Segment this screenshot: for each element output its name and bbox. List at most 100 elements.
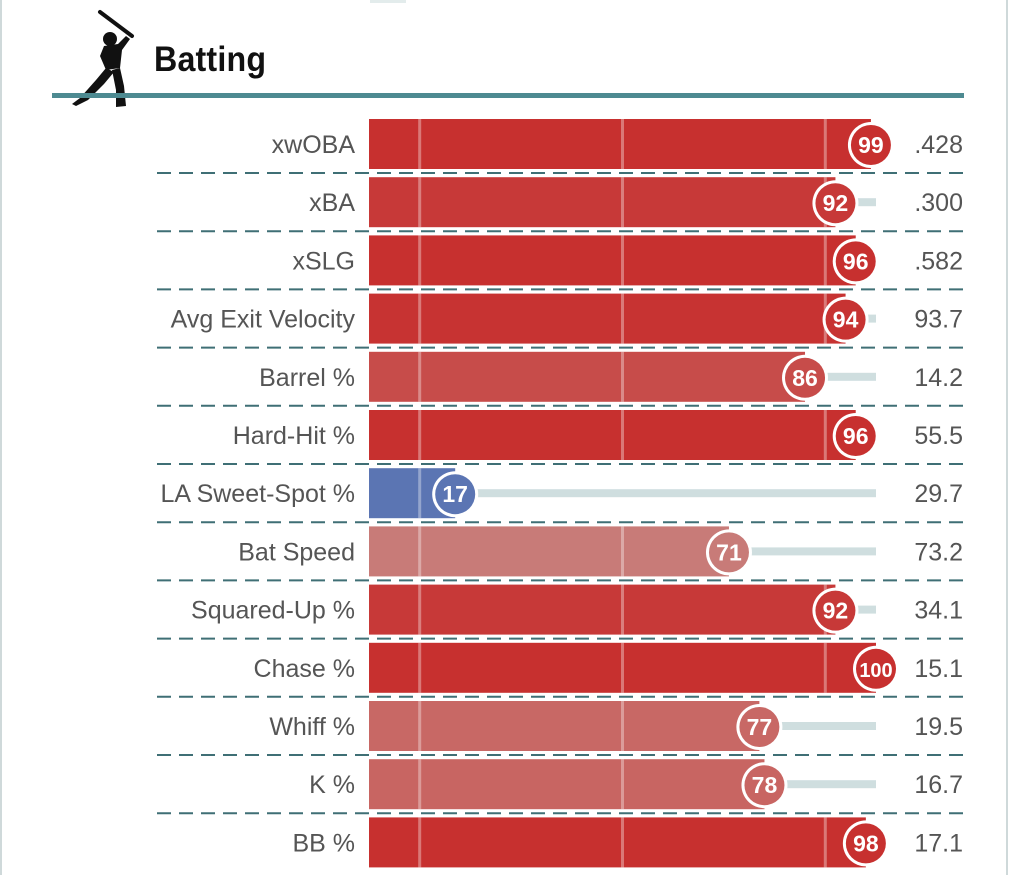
category-label: xwOBA bbox=[272, 131, 356, 159]
reference-line bbox=[621, 235, 624, 286]
reference-line bbox=[621, 119, 624, 169]
reference-line bbox=[823, 817, 827, 868]
stat-value: .428 bbox=[914, 131, 963, 159]
percentile-badge bbox=[785, 357, 826, 398]
reference-line bbox=[823, 235, 827, 286]
bar-chase- bbox=[369, 642, 876, 693]
reference-line bbox=[418, 584, 422, 635]
previous-section-edge bbox=[370, 0, 406, 3]
percentile-badge bbox=[835, 416, 876, 456]
category-label: xSLG bbox=[292, 247, 355, 275]
percentile-badge bbox=[835, 241, 876, 282]
percentile-label: 17 bbox=[442, 481, 468, 507]
percentile-badge bbox=[825, 299, 866, 340]
reference-line bbox=[823, 410, 827, 460]
percentile-label: 96 bbox=[843, 423, 869, 449]
reference-line bbox=[418, 468, 422, 519]
reference-line bbox=[418, 119, 422, 169]
stat-value: .582 bbox=[914, 247, 963, 275]
percentile-label: 92 bbox=[823, 598, 849, 624]
bar-track bbox=[805, 372, 876, 381]
category-label: BB % bbox=[292, 829, 355, 857]
stat-value: 19.5 bbox=[914, 713, 963, 741]
percentile-label: 77 bbox=[747, 714, 773, 740]
bar-track bbox=[728, 547, 876, 556]
reference-line bbox=[823, 642, 827, 693]
category-label: Squared-Up % bbox=[191, 597, 355, 625]
percentile-label: 71 bbox=[716, 539, 742, 565]
reference-line bbox=[621, 759, 624, 810]
percentile-label: 86 bbox=[792, 365, 818, 391]
percentile-label: 92 bbox=[823, 190, 849, 216]
reference-line bbox=[621, 177, 624, 228]
right-border bbox=[1006, 0, 1008, 875]
stat-value: 17.1 bbox=[914, 829, 963, 857]
percentile-label: 98 bbox=[853, 830, 879, 856]
percentile-label: 99 bbox=[858, 132, 884, 158]
category-label: LA Sweet-Spot % bbox=[160, 480, 355, 508]
percentile-badge bbox=[744, 765, 785, 806]
reference-line bbox=[621, 642, 624, 693]
section-title: Batting bbox=[154, 40, 267, 79]
percentile-label: 78 bbox=[752, 772, 778, 798]
reference-line bbox=[418, 759, 422, 810]
category-label: Bat Speed bbox=[238, 538, 355, 566]
reference-line bbox=[621, 701, 624, 751]
percentile-badge bbox=[815, 183, 856, 224]
stat-value: 16.7 bbox=[914, 771, 963, 799]
reference-line bbox=[621, 410, 624, 460]
stat-value: 73.2 bbox=[914, 538, 963, 566]
reference-line bbox=[418, 642, 422, 693]
percentile-badge bbox=[708, 532, 749, 573]
stat-value: .300 bbox=[914, 189, 963, 217]
percentile-badge bbox=[856, 648, 896, 689]
bar-avg-exit-velocity bbox=[369, 293, 846, 344]
reference-line bbox=[418, 701, 422, 751]
stat-value: 93.7 bbox=[914, 306, 963, 334]
left-border bbox=[0, 0, 2, 875]
bar-whiff- bbox=[369, 701, 760, 751]
bar-xba bbox=[369, 177, 836, 228]
percentile-badge bbox=[850, 125, 891, 165]
reference-line bbox=[418, 235, 422, 286]
reference-line bbox=[418, 410, 422, 460]
bar-xwoba bbox=[369, 119, 871, 169]
category-label: Avg Exit Velocity bbox=[171, 306, 356, 334]
bar-squared-up- bbox=[369, 584, 836, 635]
category-label: Whiff % bbox=[269, 713, 355, 741]
reference-line bbox=[621, 351, 624, 402]
reference-line bbox=[418, 293, 422, 344]
stat-value: 14.2 bbox=[914, 364, 963, 392]
stat-value: 15.1 bbox=[914, 655, 963, 683]
reference-line bbox=[418, 177, 422, 228]
bar-barrel- bbox=[369, 351, 806, 402]
percentile-badge bbox=[845, 823, 886, 864]
percentile-badge bbox=[815, 590, 856, 631]
category-label: xBA bbox=[309, 189, 355, 217]
reference-line bbox=[621, 584, 624, 635]
bar-track bbox=[759, 722, 876, 730]
section-rule bbox=[52, 93, 964, 98]
reference-line bbox=[621, 817, 624, 868]
percentile-label: 94 bbox=[833, 307, 859, 333]
category-label: Hard-Hit % bbox=[233, 422, 355, 450]
bar-track bbox=[455, 489, 876, 498]
reference-line bbox=[418, 526, 422, 577]
reference-line bbox=[621, 526, 624, 577]
percentile-label: 96 bbox=[843, 248, 869, 274]
category-label: Chase % bbox=[254, 655, 355, 683]
stat-value: 29.7 bbox=[914, 480, 963, 508]
bar-bb- bbox=[369, 817, 866, 868]
bar-hard-hit- bbox=[369, 410, 856, 460]
percentile-badge bbox=[435, 474, 476, 515]
reference-line bbox=[418, 817, 422, 868]
category-label: K % bbox=[309, 771, 355, 799]
percentile-label: 100 bbox=[859, 660, 892, 682]
reference-line bbox=[621, 293, 624, 344]
bar-track bbox=[764, 780, 876, 789]
stat-value: 34.1 bbox=[914, 597, 963, 625]
reference-line bbox=[418, 351, 422, 402]
category-label: Barrel % bbox=[259, 364, 355, 392]
percentile-badge bbox=[739, 707, 780, 747]
